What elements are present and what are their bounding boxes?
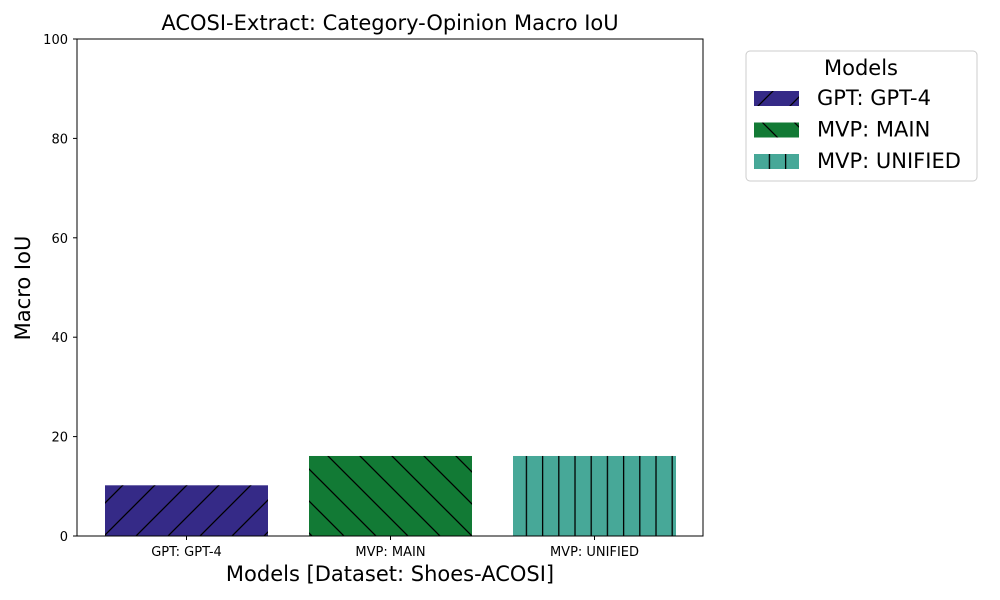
legend-swatch-hatch <box>754 154 799 169</box>
legend-frame <box>745 50 978 182</box>
x-axis-label: Models [Dataset: Shoes-ACOSI] <box>226 562 554 586</box>
y-tick-label: 20 <box>51 431 68 446</box>
y-tick-label: 80 <box>51 132 68 147</box>
bar-hatch <box>105 485 268 536</box>
bar <box>105 485 268 536</box>
legend-swatch-hatch <box>754 91 799 106</box>
legend: Models GPT: GPT-4 MVP: MAIN MVP: UNIFIED <box>745 50 978 182</box>
legend-entry: GPT: GPT-4 <box>754 86 931 110</box>
legend-entry: MVP: MAIN <box>754 118 930 142</box>
x-tick-label: MVP: MAIN <box>355 545 425 560</box>
y-tick-label: 100 <box>43 33 68 48</box>
legend-label: GPT: GPT-4 <box>817 86 931 110</box>
legend-title: Models <box>824 56 898 80</box>
legend-entry: MVP: UNIFIED <box>754 149 961 173</box>
x-tick-label: MVP: UNIFIED <box>550 545 639 560</box>
bar-hatch <box>513 455 676 536</box>
legend-swatch-hatch <box>754 122 799 138</box>
x-tick-label: GPT: GPT-4 <box>151 545 222 560</box>
bar <box>309 455 472 536</box>
y-tick-label: 0 <box>60 530 68 545</box>
legend-label: MVP: UNIFIED <box>817 149 961 173</box>
bar-hatch <box>309 455 472 536</box>
y-tick-label: 40 <box>51 331 68 346</box>
chart-title: ACOSI-Extract: Category-Opinion Macro Io… <box>161 11 618 35</box>
bar <box>513 455 676 536</box>
legend-label: MVP: MAIN <box>817 118 930 142</box>
y-axis-label: Macro IoU <box>11 236 35 341</box>
y-tick-label: 60 <box>51 232 68 247</box>
plot-area: 0 20 40 60 80 100 GPT: GPT-4 MVP: MAIN MVP: UNI… <box>43 33 704 560</box>
